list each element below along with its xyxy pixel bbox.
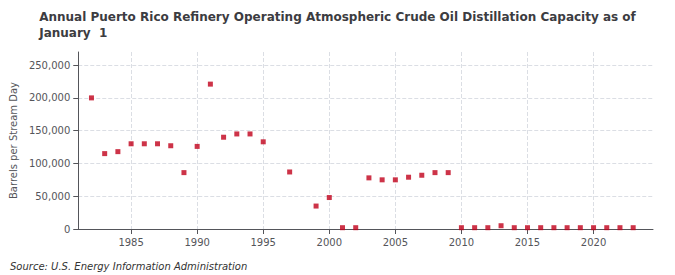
svg-text:2010: 2010 xyxy=(449,237,474,248)
svg-text:Barrels per Stream Day: Barrels per Stream Day xyxy=(8,82,19,199)
svg-text:100,000: 100,000 xyxy=(29,158,70,169)
svg-text:2000: 2000 xyxy=(317,237,342,248)
svg-text:2005: 2005 xyxy=(383,237,408,248)
svg-text:200,000: 200,000 xyxy=(29,92,70,103)
svg-text:Source: U.S. Energy Informatio: Source: U.S. Energy Information Administ… xyxy=(10,261,247,272)
svg-text:January 1: January 1 xyxy=(38,26,107,40)
svg-text:1995: 1995 xyxy=(251,237,276,248)
svg-text:150,000: 150,000 xyxy=(29,125,70,136)
svg-text:2020: 2020 xyxy=(581,237,606,248)
svg-text:1985: 1985 xyxy=(118,237,143,248)
svg-text:0: 0 xyxy=(64,224,70,235)
svg-text:50,000: 50,000 xyxy=(35,191,70,202)
svg-text:1990: 1990 xyxy=(184,237,209,248)
svg-text:250,000: 250,000 xyxy=(29,60,70,71)
svg-text:2015: 2015 xyxy=(515,237,540,248)
svg-text:Annual Puerto Rico Refinery Op: Annual Puerto Rico Refinery Operating At… xyxy=(39,10,636,24)
